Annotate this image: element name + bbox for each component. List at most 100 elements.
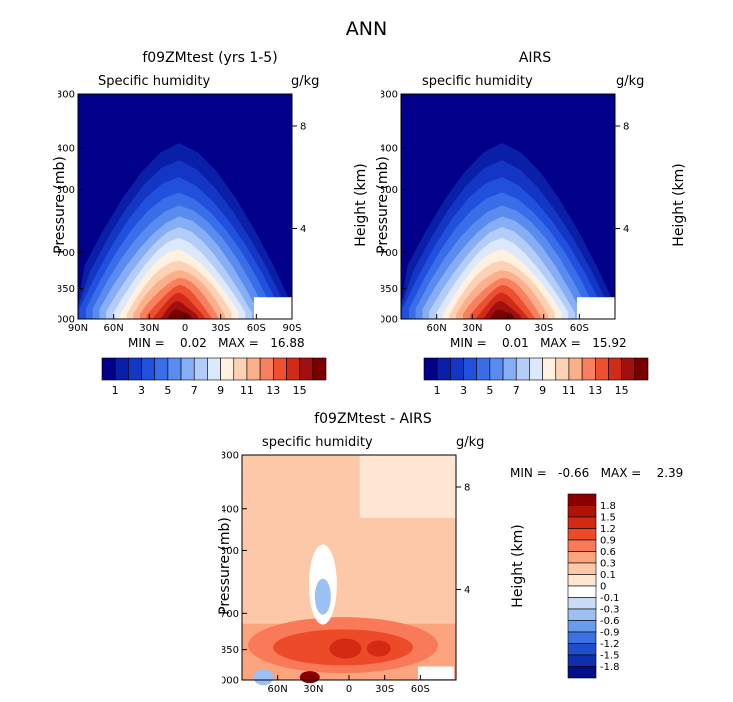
panel3-minmax: MIN = -0.66 MAX = 2.39	[510, 466, 684, 480]
colorbar-swatch	[594, 357, 609, 381]
colorbar-label: 1	[434, 384, 441, 397]
colorbar-swatch	[312, 357, 327, 381]
colorbar-swatch	[567, 654, 597, 667]
y-tick-label: 500	[58, 185, 75, 196]
x-tick-label: 60N	[104, 323, 124, 334]
colorbar-swatch	[567, 516, 597, 529]
colorbar-swatch	[567, 528, 597, 541]
colorbar-label: -0.6	[600, 616, 620, 627]
colorbar-label: 13	[266, 384, 280, 397]
colorbar-swatch	[567, 597, 597, 610]
panel2-subtitle: specific humidity	[422, 74, 533, 89]
x-tick-label: 0	[346, 684, 352, 695]
colorbar-swatch	[476, 357, 491, 381]
panel1-minmax: MIN = 0.02 MAX = 16.88	[128, 336, 305, 350]
colorbar-swatch	[272, 357, 287, 381]
colorbar-label: -0.1	[600, 593, 620, 604]
colorbar-swatch	[581, 357, 596, 381]
colorbar-label: 9	[217, 384, 224, 397]
colorbar-swatch	[489, 357, 504, 381]
colorbar-swatch	[502, 357, 517, 381]
x-tick-label: 60N	[268, 684, 288, 695]
x-tick-label: 90N	[68, 323, 88, 334]
colorbar-label: 1.2	[600, 524, 616, 535]
y-tick-label: 500	[222, 546, 239, 557]
panel2-title: AIRS	[518, 50, 552, 66]
colorbar-swatch	[423, 357, 438, 381]
colorbar-swatch	[555, 357, 570, 381]
colorbar-label: 1.5	[600, 513, 616, 524]
colorbar-label: 7	[191, 384, 198, 397]
colorbar-label: 0.1	[600, 570, 616, 581]
x-tick-label: 90S	[282, 323, 301, 334]
y-tick-label: 400	[58, 143, 75, 154]
colorbar-swatch	[233, 357, 248, 381]
missing-data-area	[253, 297, 292, 319]
x-tick-label: 30N	[139, 323, 159, 334]
colorbar-swatch	[567, 666, 597, 679]
x-tick-label: 30N	[303, 684, 323, 695]
colorbar-swatch	[567, 620, 597, 633]
colorbar-swatch	[567, 585, 597, 598]
contour-band-1.8	[299, 671, 320, 684]
colorbar-swatch	[436, 357, 451, 381]
panel3-colorbar: 1.81.51.20.90.60.30.10-0.1-0.3-0.6-0.9-1…	[567, 493, 620, 679]
colorbar-label: -0.9	[600, 628, 620, 639]
y-tick-label: 300	[381, 90, 398, 101]
colorbar-swatch	[154, 357, 169, 381]
colorbar-label: 7	[513, 384, 520, 397]
panel1-title: f09ZMtest (yrs 1-5)	[142, 50, 278, 66]
colorbar-swatch	[567, 562, 597, 575]
panel2-colorbar: 1 3 5 7 9 11 13 15	[423, 357, 649, 397]
x-tick-label: 30S	[534, 323, 553, 334]
colorbar-swatch	[568, 357, 583, 381]
contour-band-1.2	[329, 638, 362, 659]
colorbar-label: -1.5	[600, 651, 620, 662]
colorbar-label: 5	[486, 384, 493, 397]
y-tick-label: 850	[222, 645, 239, 656]
y-tick-label: 400	[381, 143, 398, 154]
colorbar-label: -0.3	[600, 605, 620, 616]
contour-band-1.2	[366, 640, 391, 657]
colorbar-swatch	[220, 357, 235, 381]
colorbar-swatch	[634, 357, 649, 381]
panel2-plot: 300 400 500 700 850 1000 4 8 60N 30N 0 30S 60S	[381, 90, 629, 335]
colorbar-swatch	[567, 574, 597, 587]
x-tick-label: 60N	[427, 323, 447, 334]
y2-tick-label: 8	[300, 121, 306, 132]
panel3-plot: 300 400 500 700 850 1000 4 8 60N 30N 0 30S 60S	[222, 451, 470, 696]
colorbar-label: 0.9	[600, 536, 616, 547]
colorbar-swatch	[567, 539, 597, 552]
y2-tick-label: 4	[464, 585, 470, 596]
colorbar-swatch	[167, 357, 182, 381]
contour-band-0.1	[242, 455, 360, 518]
panel2-units: g/kg	[616, 74, 645, 89]
y-tick-label: 1000	[58, 315, 75, 326]
panel2-minmax: MIN = 0.01 MAX = 15.92	[450, 336, 627, 350]
colorbar-swatch	[180, 357, 195, 381]
y-tick-label: 300	[58, 90, 75, 101]
x-tick-label: 30S	[375, 684, 394, 695]
panel3-units: g/kg	[456, 435, 485, 450]
colorbar-label: 9	[539, 384, 546, 397]
colorbar-swatch	[450, 357, 464, 381]
x-tick-label: 30S	[211, 323, 230, 334]
colorbar-swatch	[542, 357, 557, 381]
colorbar-swatch	[567, 608, 597, 621]
colorbar-label: 3	[460, 384, 467, 397]
colorbar-swatch	[193, 357, 208, 381]
x-tick-label: 60S	[247, 323, 266, 334]
colorbar-swatch	[567, 505, 597, 518]
colorbar-label: 0	[600, 582, 606, 593]
y-tick-label: 700	[58, 248, 75, 259]
colorbar-label: 13	[588, 384, 602, 397]
y-tick-label: 500	[381, 185, 398, 196]
contour-band-neg0.3	[253, 669, 274, 686]
colorbar-label: 3	[138, 384, 145, 397]
panel1-units: g/kg	[291, 74, 320, 89]
x-tick-label: 0	[182, 323, 188, 334]
colorbar-swatch	[259, 357, 274, 381]
main-title: ANN	[345, 18, 388, 40]
x-tick-label: 60S	[411, 684, 430, 695]
x-tick-label: 0	[505, 323, 511, 334]
